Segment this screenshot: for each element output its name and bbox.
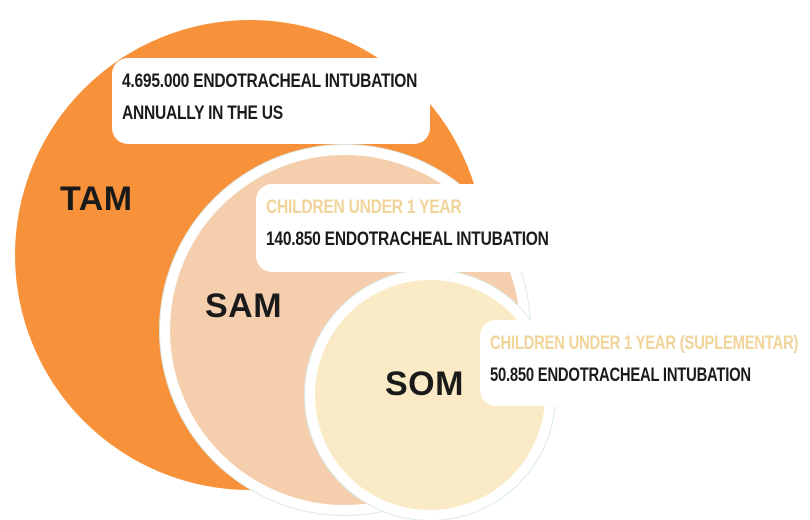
som-label: SOM [385,365,464,403]
sam-value-text: 140.850 ENDOTRACHEAL INTUBATION [266,229,549,250]
sam-label: SAM [205,287,283,325]
som-callout: CHILDREN UNDER 1 YEAR (SUPLEMENTAR) 50.8… [480,320,802,406]
sam-callout: CHILDREN UNDER 1 YEAR 140.850 ENDOTRACHE… [256,184,556,272]
sam-segment-text: CHILDREN UNDER 1 YEAR [266,197,462,218]
som-segment-text: CHILDREN UNDER 1 YEAR (SUPLEMENTAR) [490,333,799,354]
tam-value-text: 4.695.000 ENDOTRACHEAL INTUBATION [122,71,418,92]
tam-scope-text: ANNUALLY IN THE US [122,103,283,124]
tam-callout: 4.695.000 ENDOTRACHEAL INTUBATION ANNUAL… [112,58,430,144]
som-value-text: 50.850 ENDOTRACHEAL INTUBATION [490,365,751,386]
tam-label: TAM [60,180,133,218]
